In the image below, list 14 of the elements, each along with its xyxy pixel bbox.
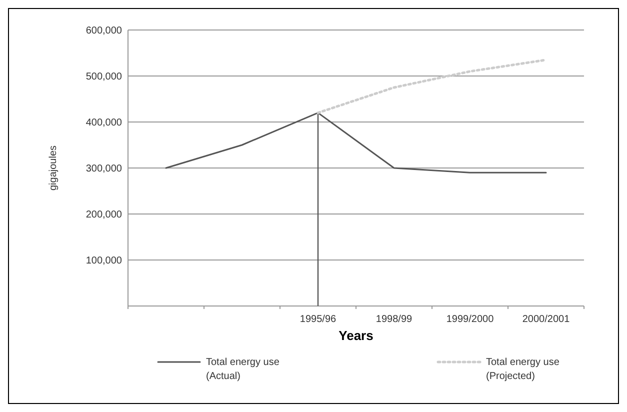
y-tick-label: 500,000 <box>86 72 122 82</box>
y-tick-label: 300,000 <box>86 164 122 174</box>
x-tick-label: 1998/99 <box>376 314 413 325</box>
x-tick-label: 1995/96 <box>300 314 337 325</box>
y-tick-label: 100,000 <box>86 256 122 266</box>
legend-label: Total energy use (Projected) <box>486 357 560 382</box>
y-axis-title: gigajoules <box>48 145 59 191</box>
y-tick-label: 400,000 <box>86 118 122 128</box>
legend-label: Total energy use (Actual) <box>206 357 280 382</box>
x-tick-label: 1999/2000 <box>446 314 494 325</box>
y-tick-label: 600,000 <box>86 26 122 36</box>
y-tick-label: 200,000 <box>86 210 122 220</box>
x-tick-label: 2000/2001 <box>522 314 570 325</box>
x-axis-title: Years <box>338 328 374 343</box>
